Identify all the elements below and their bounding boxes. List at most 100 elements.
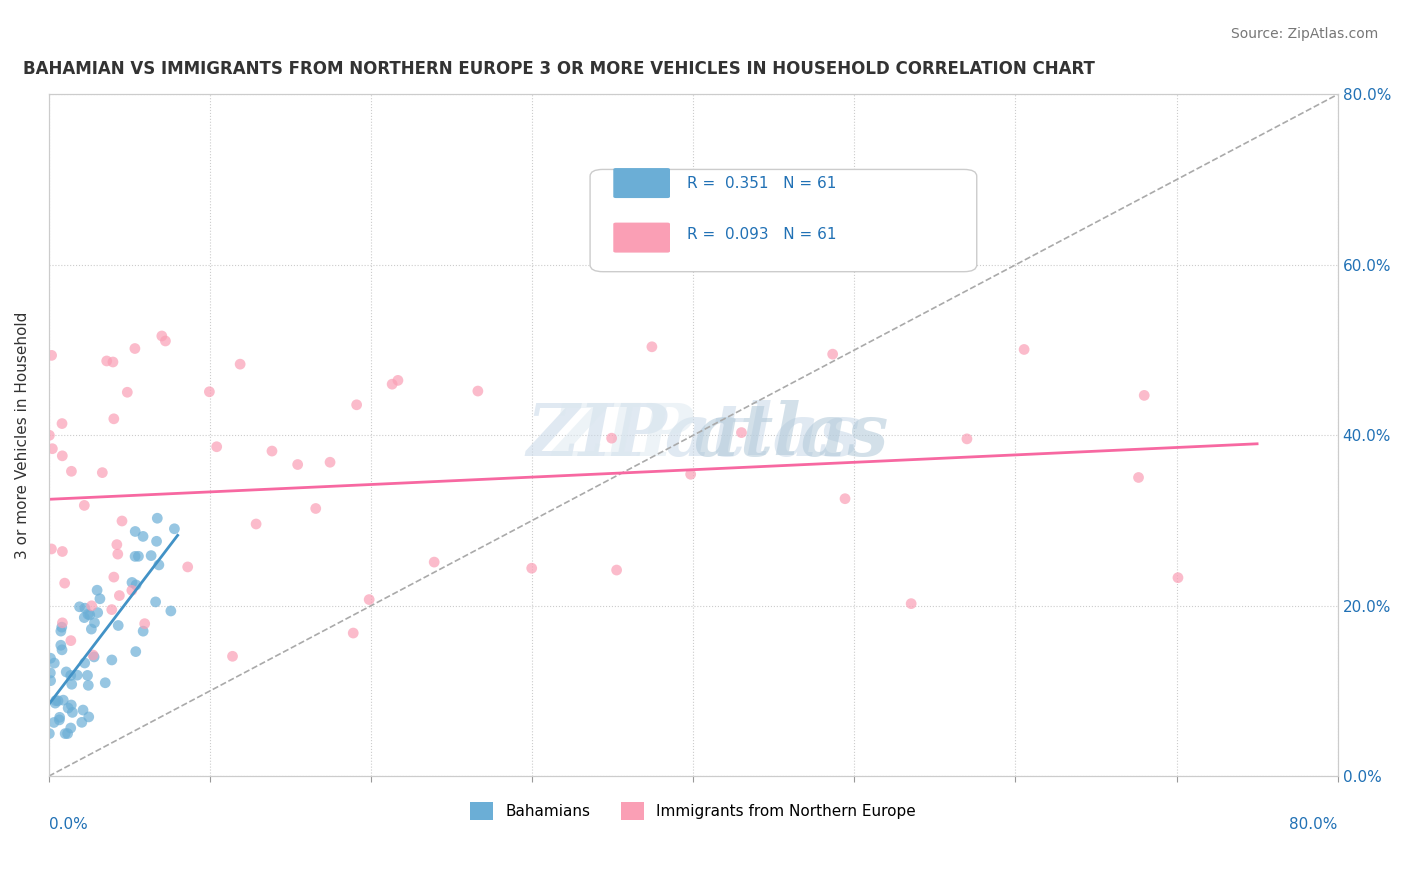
Point [56,701,79,715]
Point [38,428,60,442]
Point [132,624,155,639]
Point [39,673,62,688]
Point [53,576,76,591]
Point [51,544,73,558]
Point [91,466,114,480]
Point [48,713,70,727]
Text: R =  0.093   N = 61: R = 0.093 N = 61 [686,227,837,242]
Point [101,355,124,369]
Point [176,560,198,574]
Point [124,549,146,564]
Point [125,578,148,592]
Point [359,592,381,607]
Point [86,606,108,620]
Point [51,620,73,634]
Point [73,601,96,615]
Point [49,624,72,639]
Point [134,616,156,631]
Point [42,715,65,730]
Point [39,651,62,665]
Text: atlas: atlas [693,400,889,471]
Point [77,710,100,724]
Legend: Bahamians, Immigrants from Northern Europe: Bahamians, Immigrants from Northern Euro… [464,796,922,827]
Point [44,696,66,710]
Point [56,726,79,740]
Point [77,678,100,692]
FancyBboxPatch shape [613,168,671,198]
Point [229,357,252,371]
Point [319,455,342,469]
Point [155,334,177,348]
Point [346,398,368,412]
Point [60,706,83,720]
Point [79,607,101,622]
Point [72,703,94,717]
Point [245,516,267,531]
Point [1167,571,1189,585]
Point [96,354,118,368]
Point [387,373,409,387]
Point [520,561,543,575]
Point [55,665,77,679]
Point [600,431,623,445]
Point [121,583,143,598]
Point [80,622,103,636]
Y-axis label: 3 or more Vehicles in Household: 3 or more Vehicles in Household [15,311,30,559]
Point [423,555,446,569]
Point [83,649,105,664]
Text: ZIP: ZIP [553,400,693,471]
Point [163,522,186,536]
Point [150,329,173,343]
Point [59,668,82,682]
Point [127,549,149,564]
Point [51,417,73,431]
Point [107,618,129,632]
Point [221,649,243,664]
Point [46,694,69,708]
Text: Source: ZipAtlas.com: Source: ZipAtlas.com [1230,27,1378,41]
Point [70,715,93,730]
Text: 0.0%: 0.0% [49,817,87,832]
Text: 80.0%: 80.0% [1289,817,1337,832]
Point [103,570,125,584]
Point [124,342,146,356]
Point [146,511,169,525]
Point [101,653,124,667]
Point [94,675,117,690]
Point [606,563,628,577]
Point [132,529,155,543]
Point [83,615,105,630]
Point [51,643,73,657]
Point [260,444,283,458]
Point [641,340,664,354]
Point [38,726,60,740]
Point [145,534,167,549]
Point [198,384,221,399]
Point [834,491,856,506]
Point [305,501,328,516]
Point [679,467,702,482]
Point [121,575,143,590]
Point [139,549,162,563]
Point [59,633,82,648]
Point [100,602,122,616]
Point [51,449,73,463]
Point [41,348,63,362]
Point [66,668,89,682]
Point [39,665,62,680]
Point [148,558,170,572]
Point [108,589,131,603]
Point [73,499,96,513]
Point [205,440,228,454]
Point [48,710,70,724]
Point [287,458,309,472]
Point [467,384,489,398]
Point [1012,343,1035,357]
Text: BAHAMIAN VS IMMIGRANTS FROM NORTHERN EUROPE 3 OR MORE VEHICLES IN HOUSEHOLD CORR: BAHAMIAN VS IMMIGRANTS FROM NORTHERN EUR… [22,60,1095,78]
Point [111,514,134,528]
Point [41,541,63,556]
Point [105,538,128,552]
Point [117,385,139,400]
Point [73,656,96,670]
Point [60,464,83,478]
